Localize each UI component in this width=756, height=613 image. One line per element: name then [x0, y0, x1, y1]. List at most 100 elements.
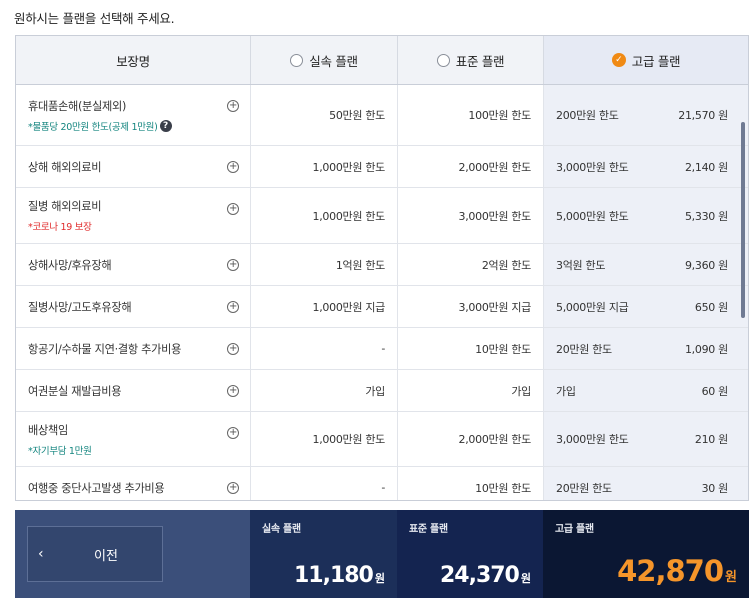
plan-price-standard[interactable]: 표준 플랜 24,370 원 — [397, 510, 543, 598]
plan2-value: 가입 — [398, 370, 544, 411]
plan2-value: 3,000만원 지급 — [398, 286, 544, 327]
plan3-cell: 가입 60 원 — [544, 370, 748, 411]
table-row: 휴대품손해(분실제외) *물품당 20만원 한도(공제 1만원)? + 50만원… — [16, 85, 748, 146]
premium-amount: 60 원 — [701, 384, 729, 398]
plan3-cell: 3,000만원 한도 2,140 원 — [544, 146, 748, 187]
chevron-left-icon: ‹ — [38, 546, 44, 562]
plan3-cell: 3,000만원 한도 210 원 — [544, 412, 748, 466]
plan-price-premium[interactable]: 고급 플랜 42,870 원 — [543, 510, 749, 598]
coverage-name: 상해사망/후유장해 — [28, 258, 112, 272]
plan1-value: 가입 — [251, 370, 398, 411]
expand-plus-icon[interactable]: + — [227, 342, 239, 355]
plan3-cell: 3억원 한도 9,360 원 — [544, 244, 748, 285]
coverage-name: 항공기/수하물 지연·결항 추가비용 — [28, 342, 182, 356]
plan-option-label: 고급 플랜 — [631, 53, 681, 69]
plan3-cell: 5,000만원 지급 650 원 — [544, 286, 748, 327]
expand-plus-icon[interactable]: + — [227, 100, 239, 112]
table-header: 보장명 실속 플랜 표준 플랜 ✓ 고급 플랜 — [16, 36, 748, 85]
table-row: 여행중 중단사고발생 추가비용 + - 10만원 한도 20만원 한도 30 원 — [16, 467, 748, 500]
expand-plus-icon[interactable]: + — [227, 384, 239, 397]
plan3-value: 20만원 한도 — [556, 481, 612, 495]
table-row: 배상책임 *자기부담 1만원 + 1,000만원 한도 2,000만원 한도 3… — [16, 412, 748, 467]
price-summary-bar: ‹ 이전 실속 플랜 11,180 원 표준 플랜 24,370 원 고급 플랜 4… — [15, 510, 749, 598]
radio-unchecked-icon[interactable] — [290, 53, 304, 67]
plan-price-label: 표준 플랜 — [409, 524, 448, 535]
premium-amount: 1,090 원 — [684, 342, 728, 356]
expand-plus-icon[interactable]: + — [227, 258, 239, 271]
radio-unchecked-icon[interactable] — [436, 53, 450, 67]
plan3-value: 5,000만원 한도 — [556, 209, 629, 223]
radio-checked-icon[interactable]: ✓ — [611, 53, 626, 67]
coverage-name: 질병 해외의료비 — [28, 200, 102, 213]
coverage-note: *물품당 20만원 한도(공제 1만원)? — [28, 119, 172, 133]
coverage-name-cell: 여권분실 재발급비용 + — [16, 370, 251, 411]
table-row: 항공기/수하물 지연·결항 추가비용 + - 10만원 한도 20만원 한도 1,… — [16, 328, 748, 370]
premium-amount: 5,330 원 — [684, 209, 728, 223]
table-row: 상해 해외의료비 + 1,000만원 한도 2,000만원 한도 3,000만원… — [16, 146, 748, 188]
plan-price-amount: 42,870 원 — [617, 554, 737, 588]
prev-area: ‹ 이전 — [15, 510, 250, 598]
header-coverage: 보장명 — [16, 36, 251, 84]
coverage-note: *코로나 19 보장 — [28, 222, 92, 233]
instruction-text: 원하시는 플랜을 선택해 주세요. — [14, 11, 175, 26]
expand-plus-icon[interactable]: + — [227, 481, 239, 494]
plan3-value: 3,000만원 한도 — [556, 433, 629, 446]
table-row: 상해사망/후유장해 + 1억원 한도 2억원 한도 3억원 한도 9,360 원 — [16, 244, 748, 286]
table-body: 휴대품손해(분실제외) *물품당 20만원 한도(공제 1만원)? + 50만원… — [16, 85, 748, 500]
coverage-name-cell: 상해사망/후유장해 + — [16, 244, 251, 285]
scrollbar[interactable] — [741, 122, 745, 318]
plan3-cell: 200만원 한도 21,570 원 — [544, 85, 748, 145]
plan2-value: 2억원 한도 — [398, 244, 544, 285]
coverage-note: *자기부담 1만원 — [28, 445, 92, 457]
coverage-name: 휴대품손해(분실제외) — [28, 99, 127, 113]
plan1-value: 1억원 한도 — [251, 244, 398, 285]
plan-option-basic[interactable]: 실속 플랜 — [251, 36, 398, 84]
plan-option-standard[interactable]: 표준 플랜 — [398, 36, 544, 84]
table-row: 여권분실 재발급비용 + 가입 가입 가입 60 원 — [16, 370, 748, 412]
coverage-name: 여권분실 재발급비용 — [28, 384, 122, 398]
plan2-value: 2,000만원 한도 — [398, 146, 544, 187]
coverage-name: 배상책임 — [28, 423, 68, 437]
plan-option-premium[interactable]: ✓ 고급 플랜 — [544, 36, 748, 84]
plan3-value: 200만원 한도 — [556, 109, 619, 122]
plan3-cell: 20만원 한도 30 원 — [544, 467, 748, 500]
plan2-value: 10만원 한도 — [398, 467, 544, 500]
plan1-value: - — [251, 328, 398, 369]
coverage-name-cell: 상해 해외의료비 + — [16, 146, 251, 187]
plan1-value: - — [251, 467, 398, 500]
premium-amount: 9,360 원 — [684, 258, 728, 272]
coverage-name-cell: 질병 해외의료비 *코로나 19 보장 + — [16, 188, 251, 243]
premium-amount: 650 원 — [694, 300, 728, 314]
help-icon[interactable]: ? — [159, 119, 172, 132]
plan2-value: 2,000만원 한도 — [398, 412, 544, 466]
plan2-value: 100만원 한도 — [398, 85, 544, 145]
plan1-value: 1,000만원 한도 — [251, 188, 398, 243]
coverage-name-cell: 배상책임 *자기부담 1만원 + — [16, 412, 251, 466]
plan-option-label: 실속 플랜 — [309, 53, 358, 69]
expand-plus-icon[interactable]: + — [227, 160, 239, 173]
plan-option-label: 표준 플랜 — [455, 53, 505, 69]
expand-plus-icon[interactable]: + — [227, 427, 239, 439]
plan2-value: 3,000만원 한도 — [398, 188, 544, 243]
plan1-value: 50만원 한도 — [251, 85, 398, 145]
plan-price-amount: 24,370 원 — [439, 563, 531, 588]
coverage-name-cell: 질병사망/고도후유장해 + — [16, 286, 251, 327]
plan1-value: 1,000만원 한도 — [251, 412, 398, 466]
premium-amount: 2,140 원 — [684, 160, 728, 174]
expand-plus-icon[interactable]: + — [227, 300, 239, 313]
expand-plus-icon[interactable]: + — [227, 203, 239, 215]
table-row: 질병 해외의료비 *코로나 19 보장 + 1,000만원 한도 3,000만원… — [16, 188, 748, 244]
table-row: 질병사망/고도후유장해 + 1,000만원 지급 3,000만원 지급 5,00… — [16, 286, 748, 328]
plan-price-amount: 11,180 원 — [293, 563, 385, 588]
plan3-cell: 20만원 한도 1,090 원 — [544, 328, 748, 369]
plan-price-basic[interactable]: 실속 플랜 11,180 원 — [250, 510, 397, 598]
plan-comparison-table: 보장명 실속 플랜 표준 플랜 ✓ 고급 플랜 휴대품손해(분실제외) *물품당… — [15, 35, 749, 501]
prev-button[interactable]: ‹ 이전 — [27, 526, 163, 582]
coverage-name-cell: 여행중 중단사고발생 추가비용 + — [16, 467, 251, 500]
premium-amount: 210 원 — [694, 433, 728, 446]
plan3-value: 가입 — [556, 384, 576, 398]
coverage-name: 질병사망/고도후유장해 — [28, 300, 132, 314]
coverage-name: 상해 해외의료비 — [28, 160, 102, 174]
coverage-name-cell: 휴대품손해(분실제외) *물품당 20만원 한도(공제 1만원)? + — [16, 85, 251, 145]
premium-amount: 21,570 원 — [678, 109, 728, 122]
